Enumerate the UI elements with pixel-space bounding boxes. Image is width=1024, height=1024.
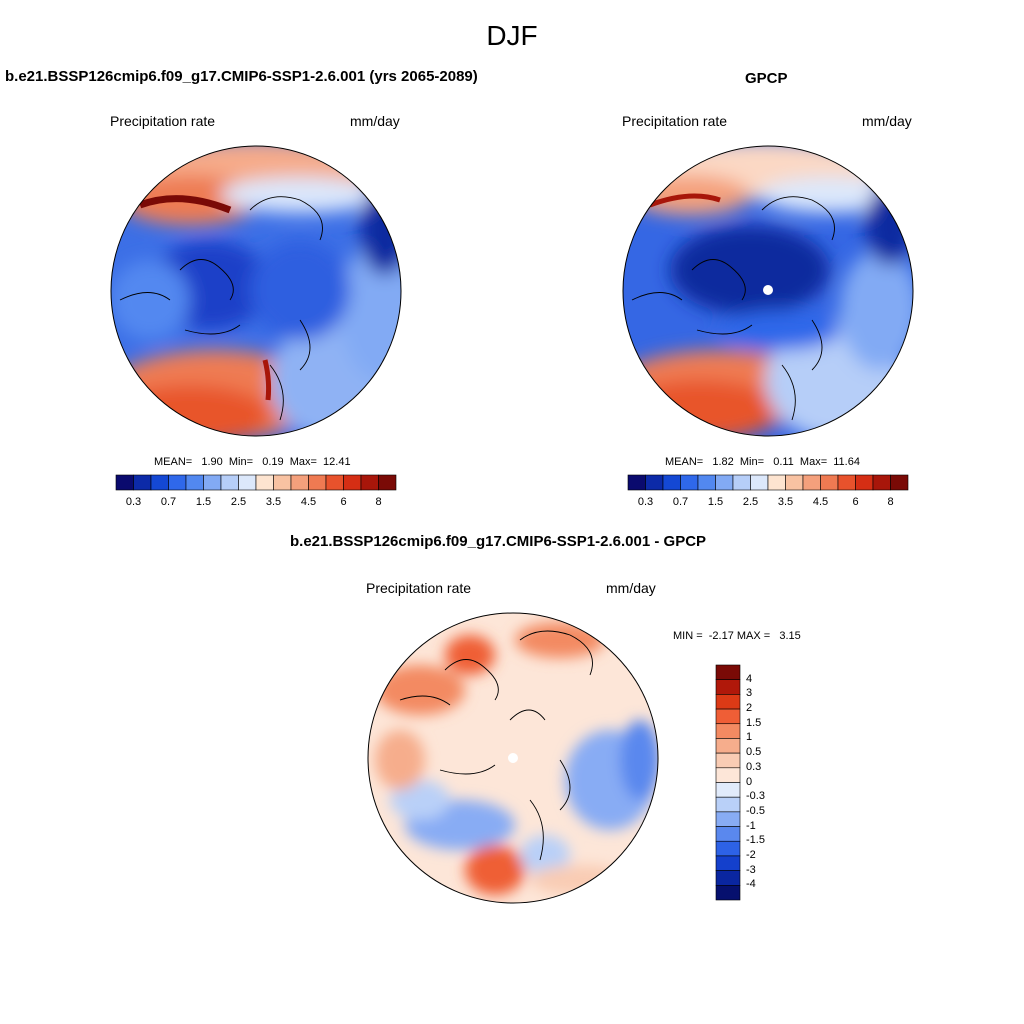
panel3-colorbar-tick-label: 0 xyxy=(746,775,753,788)
panel3-colorbar-swatch xyxy=(715,782,741,798)
map2-polar-plot xyxy=(622,145,914,437)
panel2-colorbar-swatch xyxy=(627,474,646,491)
panel3-colorbar-swatch xyxy=(715,767,741,783)
panel2-colorbar-swatch xyxy=(785,474,804,491)
panel3-colorbar-tick-label: -4 xyxy=(746,878,756,891)
panel3-colorbar-swatch xyxy=(715,870,741,886)
panel2-colorbar-swatch xyxy=(767,474,786,491)
panel2-colorbar-swatch xyxy=(697,474,716,491)
panel3-colorbar-tick-label: -0.3 xyxy=(746,790,765,803)
panel2-stats: MEAN= 1.82 Min= 0.11 Max= 11.64 xyxy=(665,456,860,468)
panel3-stats: MIN = -2.17 MAX = 3.15 xyxy=(673,630,801,642)
panel2-title: GPCP xyxy=(745,70,788,87)
panel3-colorbar-tick-label: -0.5 xyxy=(746,804,765,817)
panel2-colorbar-tick-label: 8 xyxy=(887,496,894,508)
panel2-colorbar-swatch xyxy=(872,474,891,491)
panel2-colorbar-swatch xyxy=(732,474,751,491)
panel3-colorbar-tick-label: 2 xyxy=(746,702,753,715)
panel1-colorbar xyxy=(115,474,397,491)
panel2-colorbar-tick-label: 2.5 xyxy=(742,496,759,508)
panel1-colorbar-tick-label: 2.5 xyxy=(230,496,247,508)
panel1-colorbar-tick-label: 0.7 xyxy=(160,496,177,508)
panel3-colorbar-swatch xyxy=(715,840,741,857)
panel3-colorbar-tick-label: -1.5 xyxy=(746,834,765,847)
panel2-colorbar-swatch xyxy=(645,474,664,491)
panel3-colorbar-tick-label: 1 xyxy=(746,731,753,744)
panel1-colorbar-tick-label: 3.5 xyxy=(265,496,282,508)
panel3-colorbar-swatch xyxy=(715,826,741,842)
panel3-colorbar-tick-label: -1 xyxy=(746,819,756,832)
panel1-colorbar-swatch xyxy=(378,474,397,491)
panel3-colorbar-tick-label: 0.5 xyxy=(746,746,762,759)
panel1-stats: MEAN= 1.90 Min= 0.19 Max= 12.41 xyxy=(154,456,351,468)
panel3-colorbar xyxy=(715,664,741,901)
panel1-variable-label: Precipitation rate xyxy=(110,113,216,129)
panel2-colorbar-tick-label: 6 xyxy=(852,496,859,508)
panel2-colorbar-swatch xyxy=(820,474,839,491)
panel1-colorbar-swatch xyxy=(290,474,309,491)
panel3-colorbar-swatch xyxy=(715,723,741,739)
panel3-colorbar-swatch xyxy=(715,694,741,710)
panel3-variable-label: Precipitation rate xyxy=(366,580,472,596)
panel2-colorbar-tick-label: 1.5 xyxy=(707,496,724,508)
panel3-title: b.e21.BSSP126cmip6.f09_g17.CMIP6-SSP1-2.… xyxy=(290,533,707,550)
panel3-colorbar-swatch xyxy=(715,885,741,901)
panel3-colorbar-swatch xyxy=(715,855,741,871)
panel2-colorbar-tick-label: 3.5 xyxy=(777,496,794,508)
panel3-colorbar-swatch xyxy=(715,664,741,680)
panel1-colorbar-swatch xyxy=(238,474,257,491)
panel1-colorbar-swatch xyxy=(273,474,292,491)
panel1-units-label: mm/day xyxy=(350,113,400,129)
panel1-colorbar-tick-label: 6 xyxy=(340,496,347,508)
panel2-colorbar-swatch xyxy=(750,474,769,491)
panel2-colorbar-swatch xyxy=(855,474,874,491)
panel1-colorbar-swatch xyxy=(133,474,152,491)
panel3-colorbar-swatch xyxy=(715,679,741,695)
panel3-colorbar-swatch xyxy=(715,796,741,813)
panel1-colorbar-swatch xyxy=(203,474,222,491)
panel2-colorbar-swatch xyxy=(890,474,909,491)
panel2-colorbar-tick-label: 4.5 xyxy=(812,496,829,508)
panel1-colorbar-tick-label: 8 xyxy=(375,496,382,508)
season-title: DJF xyxy=(486,20,538,51)
panel1-colorbar-swatch xyxy=(220,474,239,491)
panel3-colorbar-swatch xyxy=(715,752,741,769)
panel2-colorbar xyxy=(627,474,909,491)
panel1-colorbar-swatch xyxy=(168,474,187,491)
panel1-colorbar-swatch xyxy=(343,474,362,491)
panel1-colorbar-swatch xyxy=(255,474,274,491)
panel2-colorbar-swatch xyxy=(715,474,734,491)
panel2-colorbar-swatch xyxy=(837,474,856,491)
panel3-colorbar-tick-label: -2 xyxy=(746,848,756,861)
panel3-units-label: mm/day xyxy=(606,580,656,596)
panel2-colorbar-swatch xyxy=(802,474,821,491)
map3-polar-plot xyxy=(367,612,659,904)
panel1-title: b.e21.BSSP126cmip6.f09_g17.CMIP6-SSP1-2.… xyxy=(5,68,478,85)
panel3-colorbar-tick-label: 3 xyxy=(746,687,753,700)
panel1-colorbar-tick-label: 1.5 xyxy=(195,496,212,508)
panel2-colorbar-swatch xyxy=(662,474,681,491)
panel2-colorbar-tick-label: 0.7 xyxy=(672,496,689,508)
panel2-units-label: mm/day xyxy=(862,113,912,129)
panel1-colorbar-swatch xyxy=(360,474,379,491)
panel2-variable-label: Precipitation rate xyxy=(622,113,728,129)
panel3-colorbar-tick-label: 0.3 xyxy=(746,760,762,773)
panel3-colorbar-tick-label: 4 xyxy=(746,672,753,685)
panel3-colorbar-swatch xyxy=(715,708,741,725)
panel2-colorbar-tick-label: 0.3 xyxy=(637,496,654,508)
panel2-colorbar-swatch xyxy=(680,474,699,491)
panel3-colorbar-tick-label: -3 xyxy=(746,863,756,876)
panel1-colorbar-swatch xyxy=(150,474,169,491)
panel3-colorbar-tick-label: 1.5 xyxy=(746,716,762,729)
panel1-colorbar-swatch xyxy=(115,474,134,491)
panel1-colorbar-swatch xyxy=(308,474,327,491)
panel1-colorbar-tick-label: 0.3 xyxy=(125,496,142,508)
panel3-colorbar-swatch xyxy=(715,811,741,827)
panel1-colorbar-swatch xyxy=(185,474,204,491)
panel1-colorbar-tick-label: 4.5 xyxy=(300,496,317,508)
panel1-colorbar-swatch xyxy=(325,474,344,491)
map1-polar-plot xyxy=(110,145,402,437)
panel3-colorbar-swatch xyxy=(715,738,741,754)
